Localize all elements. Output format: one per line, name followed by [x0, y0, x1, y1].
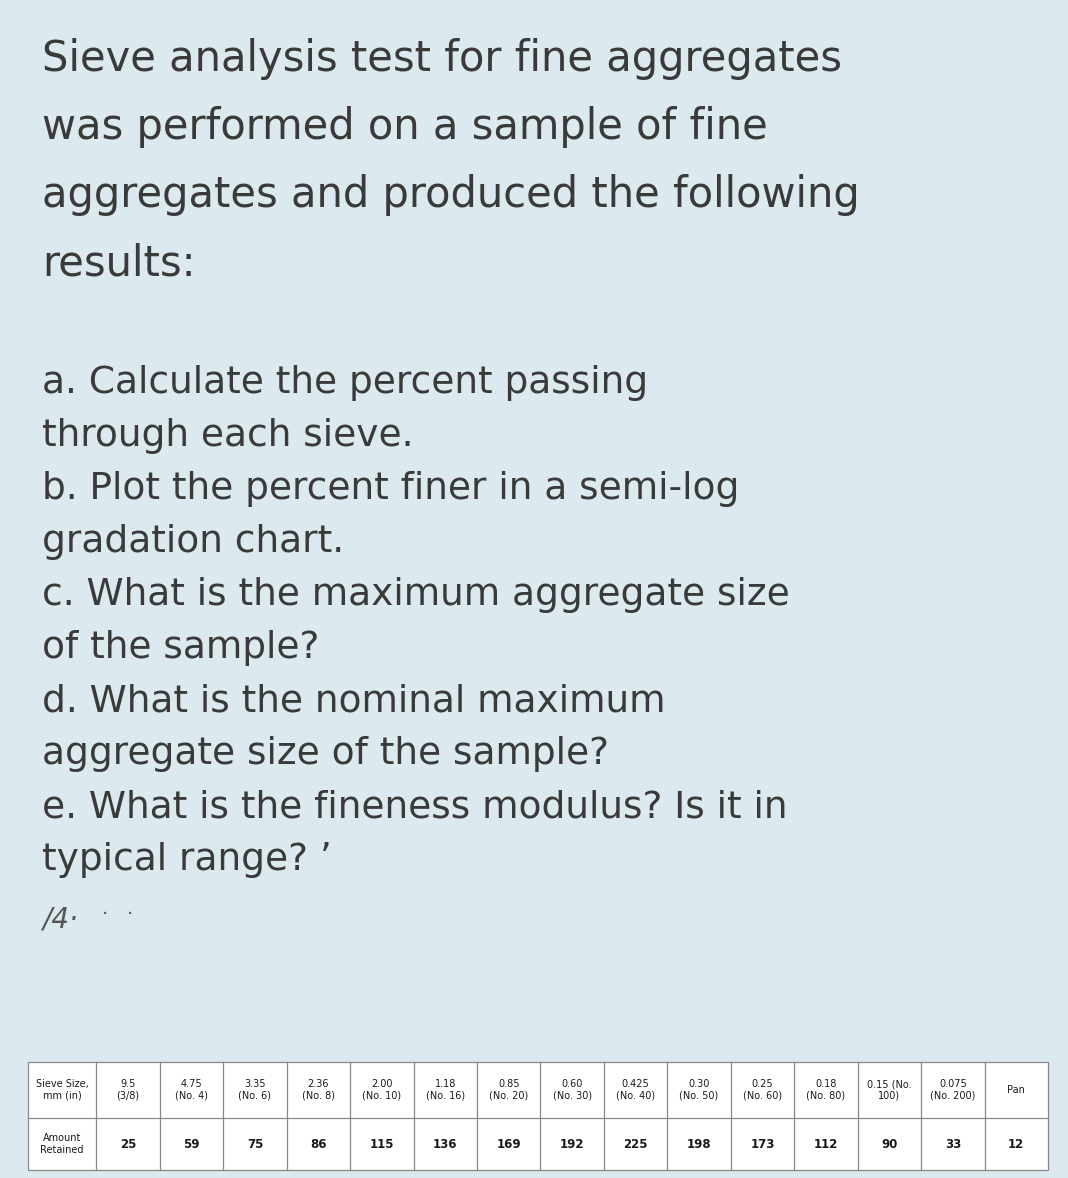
Text: gradation chart.: gradation chart. — [42, 524, 344, 560]
Text: 75: 75 — [247, 1138, 263, 1151]
Text: 192: 192 — [560, 1138, 584, 1151]
Text: 33: 33 — [945, 1138, 961, 1151]
Text: 0.85
(No. 20): 0.85 (No. 20) — [489, 1079, 529, 1100]
Text: 90: 90 — [881, 1138, 897, 1151]
Bar — [28, 1063, 1048, 1170]
Bar — [28, 1063, 1048, 1170]
Text: Sieve analysis test for fine aggregates: Sieve analysis test for fine aggregates — [42, 38, 842, 80]
Text: d. What is the nominal maximum: d. What is the nominal maximum — [42, 683, 665, 719]
Text: 86: 86 — [310, 1138, 327, 1151]
Text: results:: results: — [42, 241, 195, 284]
Text: 136: 136 — [433, 1138, 457, 1151]
Text: 0.075
(No. 200): 0.075 (No. 200) — [930, 1079, 975, 1100]
Text: /4·: /4· — [42, 905, 78, 933]
Text: 4.75
(No. 4): 4.75 (No. 4) — [175, 1079, 208, 1100]
Text: 173: 173 — [751, 1138, 774, 1151]
Text: c. What is the maximum aggregate size: c. What is the maximum aggregate size — [42, 577, 789, 613]
Text: 1.18
(No. 16): 1.18 (No. 16) — [426, 1079, 465, 1100]
Text: 3.35
(No. 6): 3.35 (No. 6) — [238, 1079, 271, 1100]
Text: 2.00
(No. 10): 2.00 (No. 10) — [362, 1079, 402, 1100]
Text: aggregate size of the sample?: aggregate size of the sample? — [42, 736, 609, 772]
Text: 12: 12 — [1008, 1138, 1024, 1151]
Text: Sieve Size,
mm (in): Sieve Size, mm (in) — [36, 1079, 89, 1100]
Text: 225: 225 — [624, 1138, 648, 1151]
Text: 25: 25 — [120, 1138, 137, 1151]
Text: b. Plot the percent finer in a semi-log: b. Plot the percent finer in a semi-log — [42, 471, 739, 507]
Text: Amount
Retained: Amount Retained — [41, 1133, 84, 1154]
Text: 198: 198 — [687, 1138, 711, 1151]
Text: of the sample?: of the sample? — [42, 630, 319, 666]
Text: 115: 115 — [370, 1138, 394, 1151]
Text: 112: 112 — [814, 1138, 838, 1151]
Text: typical range? ʼ: typical range? ʼ — [42, 842, 332, 878]
Text: 0.425
(No. 40): 0.425 (No. 40) — [616, 1079, 655, 1100]
Text: 2.36
(No. 8): 2.36 (No. 8) — [302, 1079, 335, 1100]
Text: 0.60
(No. 30): 0.60 (No. 30) — [552, 1079, 592, 1100]
Text: 59: 59 — [184, 1138, 200, 1151]
Text: 0.30
(No. 50): 0.30 (No. 50) — [679, 1079, 719, 1100]
Text: 0.25
(No. 60): 0.25 (No. 60) — [743, 1079, 782, 1100]
Text: e. What is the fineness modulus? Is it in: e. What is the fineness modulus? Is it i… — [42, 789, 787, 825]
Text: 9.5
(3/8): 9.5 (3/8) — [116, 1079, 140, 1100]
Text: through each sieve.: through each sieve. — [42, 418, 413, 454]
Text: was performed on a sample of fine: was performed on a sample of fine — [42, 106, 768, 148]
Text: 0.18
(No. 80): 0.18 (No. 80) — [806, 1079, 846, 1100]
Text: 0.15 (No.
100): 0.15 (No. 100) — [867, 1079, 912, 1100]
Text: a. Calculate the percent passing: a. Calculate the percent passing — [42, 365, 648, 401]
Text: 169: 169 — [497, 1138, 521, 1151]
Text: Pan: Pan — [1007, 1085, 1025, 1096]
Text: ·   ·: · · — [103, 905, 134, 924]
Text: aggregates and produced the following: aggregates and produced the following — [42, 174, 860, 216]
